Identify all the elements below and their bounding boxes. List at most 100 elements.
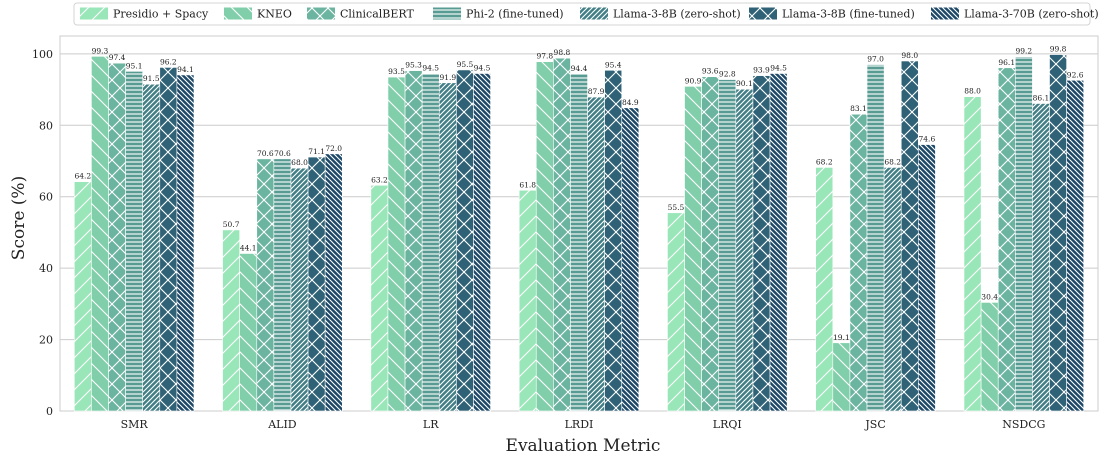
bar-value-label: 90.9 (685, 76, 702, 85)
axes: Evaluation Metric Score (%) 0 20 40 60 80 100… (9, 48, 1045, 456)
bar-value-label: 99.8 (1050, 45, 1067, 54)
bar-value-label: 91.5 (143, 74, 160, 83)
bar (307, 156, 326, 412)
bar-value-label: 94.5 (422, 64, 439, 73)
legend-label: KNEO (257, 8, 292, 21)
y-tick-label: 0 (46, 405, 53, 418)
bar-value-label: 72.0 (325, 144, 342, 153)
legend-label: ClinicalBERT (340, 8, 414, 21)
bar-value-label: 98.8 (554, 48, 571, 57)
bars (73, 54, 1085, 412)
bar-value-label: 70.6 (274, 149, 291, 158)
bar-value-label: 94.1 (177, 65, 194, 74)
bar (570, 73, 588, 412)
bar (473, 73, 491, 412)
bar-value-label: 86.1 (1033, 94, 1050, 103)
bar-value-label: 83.1 (850, 104, 867, 113)
bar (239, 253, 258, 412)
bar (159, 67, 178, 412)
bar (815, 167, 834, 412)
bar-value-label: 95.4 (605, 60, 622, 69)
bar-value-label: 70.6 (257, 149, 274, 158)
bar-value-label: 95.3 (405, 61, 422, 70)
legend: Presidio + Spacy KNEO ClinicalBERT Phi-2 (f… (73, 2, 1099, 26)
bar-value-label: 63.2 (371, 175, 388, 184)
bar-value-label: 71.1 (308, 147, 325, 156)
bar-value-label: 93.6 (702, 67, 719, 76)
bar-value-label: 95.1 (126, 61, 143, 70)
y-tick-label: 80 (39, 119, 53, 132)
bar (387, 76, 406, 412)
bar (404, 70, 423, 412)
x-tick-label: JSC (864, 418, 885, 431)
bar (1049, 54, 1067, 412)
bar-value-label: 97.4 (109, 53, 126, 62)
bar-value-label: 96.2 (160, 57, 177, 66)
bar (438, 82, 457, 412)
bar-value-label: 68.2 (884, 157, 901, 166)
legend-swatch (433, 7, 461, 20)
bar (918, 144, 936, 412)
bar-value-label: 44.1 (240, 244, 257, 253)
bar-value-label: 91.9 (439, 73, 456, 82)
bar (963, 96, 982, 412)
bar-value-label: 68.2 (816, 157, 833, 166)
legend-swatch (749, 7, 777, 20)
bar-value-label: 92.8 (719, 70, 736, 79)
bar (769, 73, 788, 412)
bar (273, 158, 292, 412)
bar (866, 64, 885, 412)
bar-value-label: 97.0 (867, 55, 884, 64)
bar (553, 57, 571, 412)
bar (684, 86, 702, 412)
bar (718, 79, 737, 412)
bar (735, 88, 754, 412)
x-tick-label: SMR (121, 418, 149, 431)
legend-label: Llama-3-8B (fine-tuned) (782, 8, 915, 21)
bar-value-label: 84.9 (622, 98, 639, 107)
bar (125, 71, 143, 412)
bar-value-label: 68.0 (291, 158, 308, 167)
bar (997, 67, 1016, 412)
data-labels: 64.2 99.397.495.191.596.294.1 50.7 44.1 70.6… (74, 45, 1083, 342)
bar (1032, 103, 1050, 412)
bar (142, 83, 161, 412)
bar (256, 158, 275, 412)
bar (883, 167, 902, 412)
bar (176, 74, 195, 412)
bar (290, 167, 309, 412)
legend-swatch (307, 7, 335, 20)
bar (980, 302, 999, 412)
bar (535, 61, 554, 412)
bar (91, 56, 109, 412)
bar (752, 75, 771, 412)
bar-value-label: 99.3 (92, 46, 109, 55)
legend-label: Presidio + Spacy (113, 8, 209, 21)
bar (518, 189, 537, 412)
x-tick-label: ALID (267, 418, 297, 431)
bar (849, 113, 868, 412)
bar (222, 229, 240, 412)
y-tick-label: 60 (39, 191, 53, 204)
bar (456, 69, 474, 412)
legend-swatch (580, 7, 608, 20)
bar (73, 181, 92, 412)
legend-swatch (931, 7, 959, 20)
bar (324, 153, 343, 412)
bar-value-label: 94.5 (474, 64, 491, 73)
bar (900, 60, 919, 412)
x-tick-label: LRQI (713, 418, 742, 431)
bar-value-label: 94.5 (770, 64, 787, 73)
bar-value-label: 90.1 (736, 79, 753, 88)
bar-value-label: 92.6 (1067, 70, 1084, 79)
y-axis-title: Score (%) (9, 176, 29, 260)
bar-value-label: 30.4 (981, 292, 998, 301)
bar (370, 184, 389, 412)
bar (1015, 56, 1033, 412)
y-tick-label: 100 (32, 48, 53, 61)
bar-value-label: 93.9 (753, 66, 770, 75)
bar-value-label: 97.8 (536, 52, 553, 61)
bar-value-label: 94.4 (571, 64, 588, 73)
